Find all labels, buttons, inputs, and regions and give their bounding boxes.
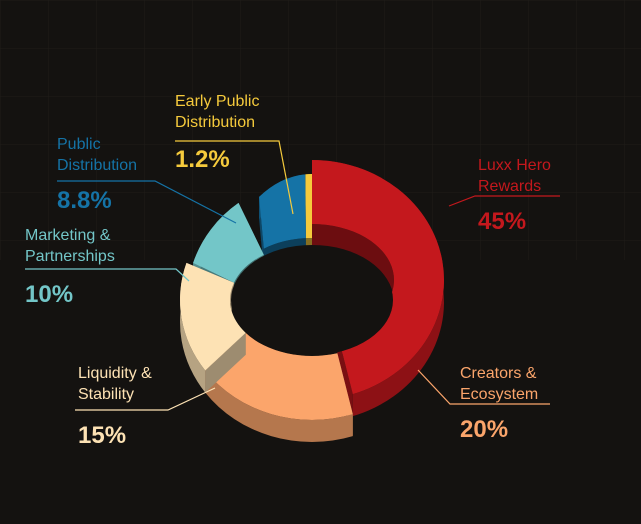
slice-top-face bbox=[259, 174, 306, 249]
leader-line-marketing-and-partnerships bbox=[25, 268, 190, 282]
slice-label-early-public-distribution: Distribution bbox=[175, 114, 255, 131]
slice-percent-creators-and-ecosystem: 20% bbox=[460, 416, 508, 443]
slice-percent-luxx-hero-rewards: 45% bbox=[478, 208, 526, 235]
leader-line-creators-and-ecosystem bbox=[417, 369, 550, 405]
slice-label-public-distribution: Distribution bbox=[57, 157, 137, 174]
leader-line-early-public-distribution bbox=[175, 140, 294, 215]
leader-line-liquidity-and-stability bbox=[75, 387, 216, 411]
slice-percent-liquidity-and-stability: 15% bbox=[78, 422, 126, 449]
slice-outer-wall bbox=[205, 370, 353, 443]
slice-top-face bbox=[180, 262, 246, 371]
slice-label-creators-and-ecosystem: Creators & bbox=[460, 365, 537, 382]
leader-line-public-distribution bbox=[57, 180, 237, 224]
slice-label-marketing-and-partnerships: Partnerships bbox=[25, 248, 115, 265]
slice-percent-public-distribution: 8.8% bbox=[57, 187, 112, 214]
slice-label-luxx-hero-rewards: Rewards bbox=[478, 178, 541, 195]
slice-label-marketing-and-partnerships: Marketing & bbox=[25, 227, 111, 244]
slice-label-luxx-hero-rewards: Luxx Hero bbox=[478, 157, 551, 174]
slice-top-face bbox=[193, 202, 264, 283]
slice-cut-wall bbox=[337, 333, 353, 417]
slice-percent-marketing-and-partnerships: 10% bbox=[25, 281, 73, 308]
slice-top-face bbox=[305, 174, 312, 239]
leader-line-luxx-hero-rewards bbox=[448, 195, 560, 207]
slice-label-liquidity-and-stability: Liquidity & bbox=[78, 365, 152, 382]
slice-percent-early-public-distribution: 1.2% bbox=[175, 146, 230, 173]
slice-label-public-distribution: Public bbox=[57, 136, 101, 153]
slice-label-liquidity-and-stability: Stability bbox=[78, 386, 134, 403]
donut-hole bbox=[231, 245, 393, 355]
slice-liquidity-and-stability bbox=[180, 262, 246, 393]
slice-label-early-public-distribution: Early Public bbox=[175, 93, 259, 110]
slice-outer-wall bbox=[180, 262, 206, 393]
slice-cut-wall bbox=[205, 332, 246, 393]
slice-label-creators-and-ecosystem: Ecosystem bbox=[460, 386, 538, 403]
